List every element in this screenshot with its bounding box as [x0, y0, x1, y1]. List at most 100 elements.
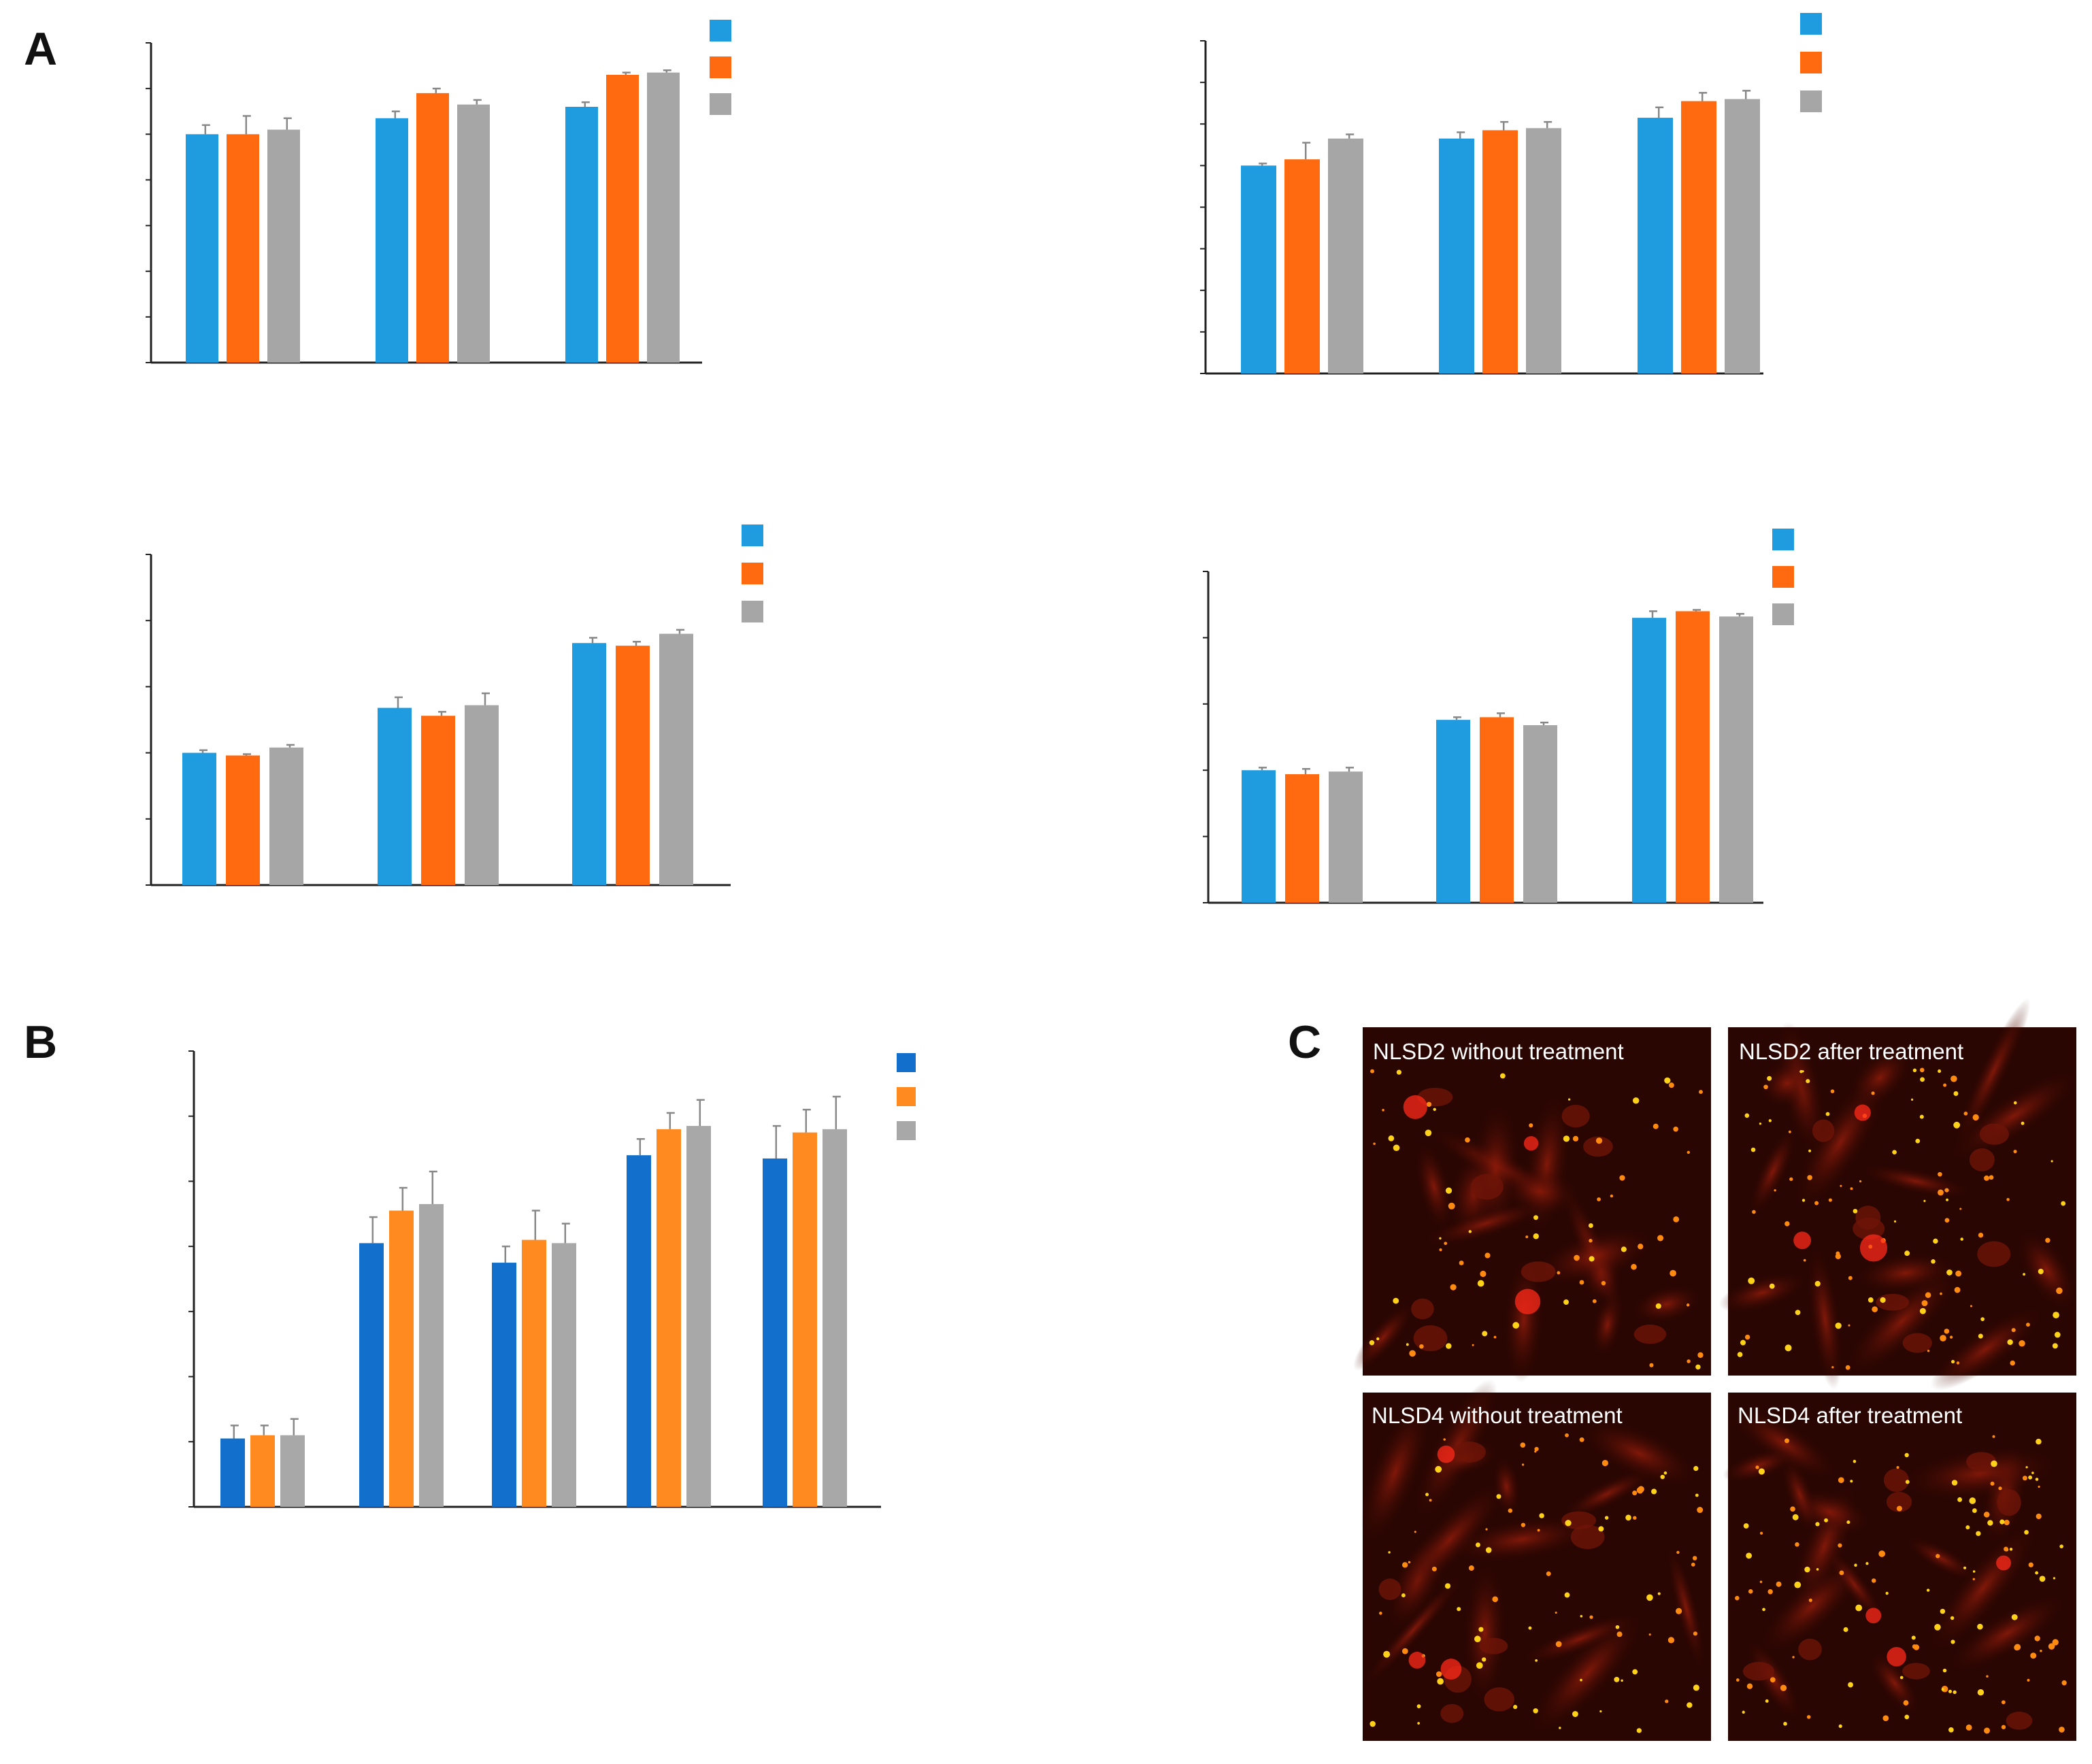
legend-swatch: [1800, 13, 1822, 35]
lipid-droplet: [1942, 1668, 1947, 1673]
lipid-droplet: [1533, 1708, 1538, 1714]
lipid-droplet: [1912, 1644, 1917, 1649]
lipid-droplet: [1485, 1547, 1492, 1553]
lipid-droplet: [1938, 1189, 1944, 1196]
lipid-droplet: [1512, 1322, 1520, 1329]
bar: [378, 708, 412, 885]
micrograph-cells: [1353, 1069, 1704, 1382]
lipid-droplet: [2059, 1727, 2065, 1733]
cell-body: [1762, 1561, 1862, 1652]
cell-nucleus: [1742, 1661, 1775, 1681]
legend-swatch: [742, 601, 763, 622]
lipid-droplet: [1774, 1189, 1776, 1192]
lipid-droplet: [1632, 1490, 1638, 1496]
cell-body: [1863, 1165, 1970, 1197]
lipid-droplet: [2007, 1339, 2013, 1346]
lipid-droplet: [1444, 1583, 1451, 1589]
lipid-droplet: [1948, 1727, 1954, 1733]
lipid-droplet: [1956, 1361, 1960, 1365]
micrograph-title: NLSD4 after treatment: [1738, 1403, 1962, 1428]
lipid-droplet: [1472, 1344, 1474, 1346]
cell-body: [1907, 1537, 1975, 1579]
lipid-droplet: [1795, 1542, 1799, 1547]
lipid-droplet: [1933, 1238, 1938, 1244]
cell-body: [1782, 1458, 1818, 1531]
lipid-droplet: [1882, 1715, 1889, 1722]
lipid-droplet: [1448, 1202, 1455, 1210]
cell-body: [1564, 1470, 1650, 1518]
cell-body: [1524, 1614, 1636, 1663]
bar: [823, 1129, 847, 1507]
bar: [1284, 159, 1320, 374]
lipid-droplet: [1896, 1466, 1899, 1469]
lipid-droplet: [1768, 1119, 1772, 1122]
lipid-droplet: [1425, 1493, 1429, 1497]
lipid-droplet: [1437, 1678, 1444, 1685]
cell-body: [1905, 1448, 2055, 1499]
lipid-droplet: [1625, 1514, 1631, 1521]
cell-body: [1593, 1295, 1623, 1355]
cell-body: [1416, 1145, 1452, 1229]
lipid-droplet: [2048, 1643, 2055, 1650]
lipid-droplet: [1482, 1331, 1488, 1337]
lipid-droplet: [1923, 1199, 1926, 1202]
lipid-droplet: [1496, 1494, 1501, 1499]
lipid-droplet: [2038, 1485, 2040, 1488]
lipid-droplet: [1588, 1223, 1593, 1229]
lipid-droplet: [1468, 1565, 1474, 1571]
bar: [1725, 99, 1760, 373]
lipid-droplet: [1816, 1568, 1819, 1571]
lipid-droplet: [2014, 1644, 2020, 1651]
lipid-droplet: [1991, 1460, 1997, 1467]
lipid-droplet: [1998, 1486, 2002, 1491]
bar: [389, 1210, 414, 1507]
lipid-droplet: [1965, 1525, 1970, 1530]
lipid-droplet: [2023, 1273, 2025, 1276]
lipid-droplet: [1370, 1069, 1374, 1074]
lipid-droplet: [1759, 1122, 1762, 1125]
panel-letter-a: A: [24, 23, 57, 75]
lipid-droplet: [1855, 1604, 1863, 1612]
lipid-droplet: [1546, 1571, 1551, 1576]
bright-spot: [1996, 1555, 2012, 1571]
lipid-droplet: [1871, 1578, 1876, 1583]
cell-nucleus: [1902, 1663, 1930, 1680]
lipid-droplet: [1697, 1507, 1704, 1514]
bright-spot: [1514, 1288, 1541, 1315]
lipid-droplet: [1794, 1581, 1802, 1588]
bar: [250, 1435, 275, 1507]
lipid-droplet: [1780, 1684, 1787, 1691]
lipid-droplet: [1784, 1221, 1790, 1227]
cell-nucleus: [1633, 1325, 1667, 1344]
lipid-droplet: [1534, 1450, 1537, 1453]
lipid-droplet: [1589, 1239, 1593, 1243]
cell-body: [1633, 1285, 1700, 1323]
lipid-droplet: [1943, 1083, 1947, 1087]
lipid-droplet: [1580, 1678, 1582, 1682]
lipid-droplet: [1944, 1188, 1949, 1193]
lipid-droplet: [2022, 1476, 2027, 1481]
lipid-droplet: [1431, 1566, 1437, 1571]
cell-nucleus: [1997, 1489, 2021, 1516]
bar: [606, 75, 639, 363]
lipid-droplet: [1904, 1452, 1909, 1458]
lipid-droplet: [1667, 1637, 1675, 1644]
cell-nucleus: [1798, 1638, 1822, 1661]
lipid-droplet: [2040, 1649, 2042, 1652]
bar: [793, 1132, 817, 1507]
lipid-droplet: [1693, 1684, 1699, 1691]
lipid-droplet: [1665, 1699, 1669, 1703]
lipid-droplet: [1567, 1098, 1571, 1101]
lipid-droplet: [1599, 1710, 1602, 1713]
lipid-droplet: [1743, 1523, 1749, 1529]
lipid-droplet: [1848, 1682, 1853, 1688]
lipid-droplet: [1846, 1520, 1850, 1525]
micrograph-cells: [1719, 998, 2077, 1391]
lipid-droplet: [1664, 1077, 1671, 1084]
lipid-droplet: [1433, 1108, 1436, 1112]
lipid-droplet: [1934, 1624, 1941, 1631]
lipid-droplet: [1445, 1187, 1452, 1194]
lipid-droplet: [1572, 1135, 1579, 1142]
lipid-droplet: [1940, 1335, 1946, 1342]
lipid-droplet: [1955, 1270, 1962, 1277]
